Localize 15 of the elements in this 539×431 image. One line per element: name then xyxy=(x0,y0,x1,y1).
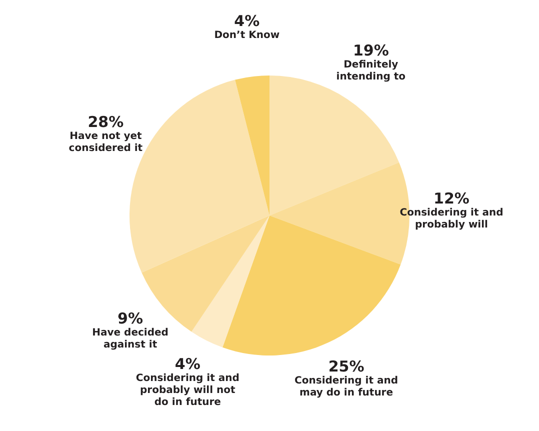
slice-label: Have decided against it xyxy=(92,328,168,351)
data-label: 12% xyxy=(434,190,470,208)
data-label: 25% xyxy=(328,358,364,376)
data-label: 4% xyxy=(234,12,260,30)
slice-label: Considering it and probably will xyxy=(400,208,504,231)
slice-label: Definitely intending to xyxy=(336,59,406,82)
data-label: 19% xyxy=(352,41,389,60)
data-label: 9% xyxy=(118,310,144,328)
data-label: 28% xyxy=(88,113,124,132)
pie-slice xyxy=(191,216,270,348)
slice-label: Considering it and may do in future xyxy=(294,376,398,399)
slice-label: Have not yet considered it xyxy=(68,131,143,154)
slice-label: Considering it and probably will not do in future xyxy=(136,373,240,408)
slice-label: Don’t Know xyxy=(214,30,280,41)
data-label: 4% xyxy=(174,355,200,374)
